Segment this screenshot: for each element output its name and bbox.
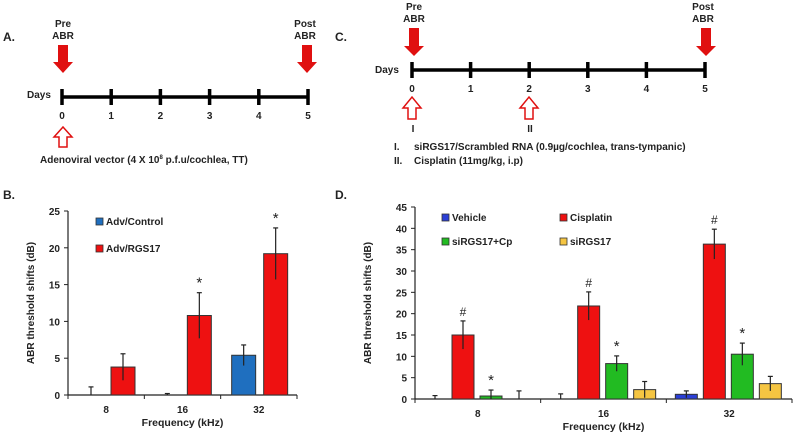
day-label: 3 [585,84,591,95]
legend-swatch [95,244,104,253]
marker-i: I [412,124,415,135]
x-tick-label: 8 [475,409,481,420]
y-tick-label: 25 [396,288,408,299]
legend-num-i: I. [394,142,400,153]
legend-swatch [441,213,450,222]
y-tick-label: 20 [49,244,61,255]
y-tick-label: 35 [396,246,408,257]
pre-abr-label: ABR [52,31,74,42]
significance-mark: # [711,213,718,227]
post-abr-label: Post [692,2,714,13]
panel-label-d: D. [335,188,347,202]
pre-abr-arrow-icon [53,45,73,73]
x-tick-label: 16 [598,409,610,420]
x-tick-label: 8 [103,405,109,416]
significance-mark: # [585,276,592,290]
x-tick-label: 16 [177,405,189,416]
x-axis-label: Frequency (kHz) [142,417,224,429]
post-abr-label: Post [294,19,316,30]
legend-label: Adv/Control [106,217,163,228]
day-label: 0 [59,111,65,122]
day-label: 5 [702,84,708,95]
x-axis-label: Frequency (kHz) [563,421,645,433]
day-label: 2 [158,111,164,122]
treatment-ii-arrow-icon [518,95,540,120]
post-abr-label: ABR [294,31,316,42]
y-axis-label: ABR threshold shifts (dB) [363,242,374,364]
y-tick-label: 15 [49,281,61,292]
legend-swatch [95,217,104,226]
pre-abr-arrow-icon [404,28,424,56]
legend-text-i: siRGS17/Scrambled RNA (0.9µg/cochlea, tr… [414,142,686,153]
y-tick-label: 45 [396,203,408,214]
days-label: Days [375,65,399,76]
y-tick-label: 5 [54,354,60,365]
day-label: 4 [644,84,650,95]
treatment-i-arrow-icon [401,95,423,120]
legend-label: siRGS17+Cp [452,237,512,248]
pre-abr-label: Pre [55,19,72,30]
treatment-arrow-icon [52,125,74,148]
day-label: 1 [108,111,114,122]
marker-ii: II [527,124,533,135]
y-axis-label: ABR threshold shifts (dB) [26,242,37,364]
pre-abr-label: Pre [406,2,423,13]
significance-mark: * [739,325,745,342]
post-abr-arrow-icon [696,28,716,56]
days-label: Days [27,90,51,101]
legend-num-ii: II. [394,156,403,167]
significance-mark: * [196,275,202,292]
x-tick-label: 32 [253,405,265,416]
day-label: 2 [526,84,532,95]
post-abr-arrow-icon [297,45,317,73]
y-tick-label: 30 [396,267,408,278]
significance-mark: * [488,372,494,389]
panel-label-c: C. [335,30,347,44]
timeline-c: Pre ABR Post ABR Days 0 1 2 3 4 5 I II I. siR… [375,2,716,167]
legend-swatch [559,237,568,246]
significance-mark: # [460,305,467,319]
legend-label: Cisplatin [570,213,612,224]
timeline-a: Pre ABR Post ABR Days 0 1 2 3 4 5 Adenoviral … [27,19,317,166]
legend-label: Adv/RGS17 [106,244,161,255]
day-label: 3 [207,111,213,122]
y-tick-label: 0 [401,395,407,406]
panel-label-b: B. [3,188,15,202]
legend-swatch [559,213,568,222]
y-tick-label: 10 [49,317,61,328]
chart-d: 0 5 10 15 20 25 30 35 40 45 8 16 32 Frequency (kHz) AB… [363,203,793,433]
post-abr-label: ABR [692,14,714,25]
day-label: 1 [468,84,474,95]
y-tick-label: 5 [401,374,407,385]
y-tick-label: 40 [396,224,408,235]
significance-mark: * [614,338,620,355]
day-label: 5 [305,111,311,122]
y-tick-label: 10 [396,352,408,363]
day-label: 4 [256,111,262,122]
day-label: 0 [409,84,415,95]
treatment-text: Adenoviral vector (4 X 108 p.f.u/cochlea… [40,155,248,166]
bar [263,253,289,396]
y-tick-label: 20 [396,310,408,321]
y-tick-label: 0 [54,391,60,402]
panel-label-a: A. [3,30,15,44]
legend-label: siRGS17 [570,237,612,248]
significance-mark: * [273,210,279,227]
bar [702,243,726,400]
y-tick-label: 25 [49,207,61,218]
legend-label: Vehicle [452,213,487,224]
y-tick-label: 15 [396,331,408,342]
chart-b: 0 5 10 15 20 25 8 16 32 Frequency (kHz) ABR thresh… [26,207,298,429]
pre-abr-label: ABR [403,14,425,25]
legend-swatch [441,237,450,246]
legend-text-ii: Cisplatin (11mg/kg, i.p) [414,156,523,167]
x-tick-label: 32 [724,409,736,420]
